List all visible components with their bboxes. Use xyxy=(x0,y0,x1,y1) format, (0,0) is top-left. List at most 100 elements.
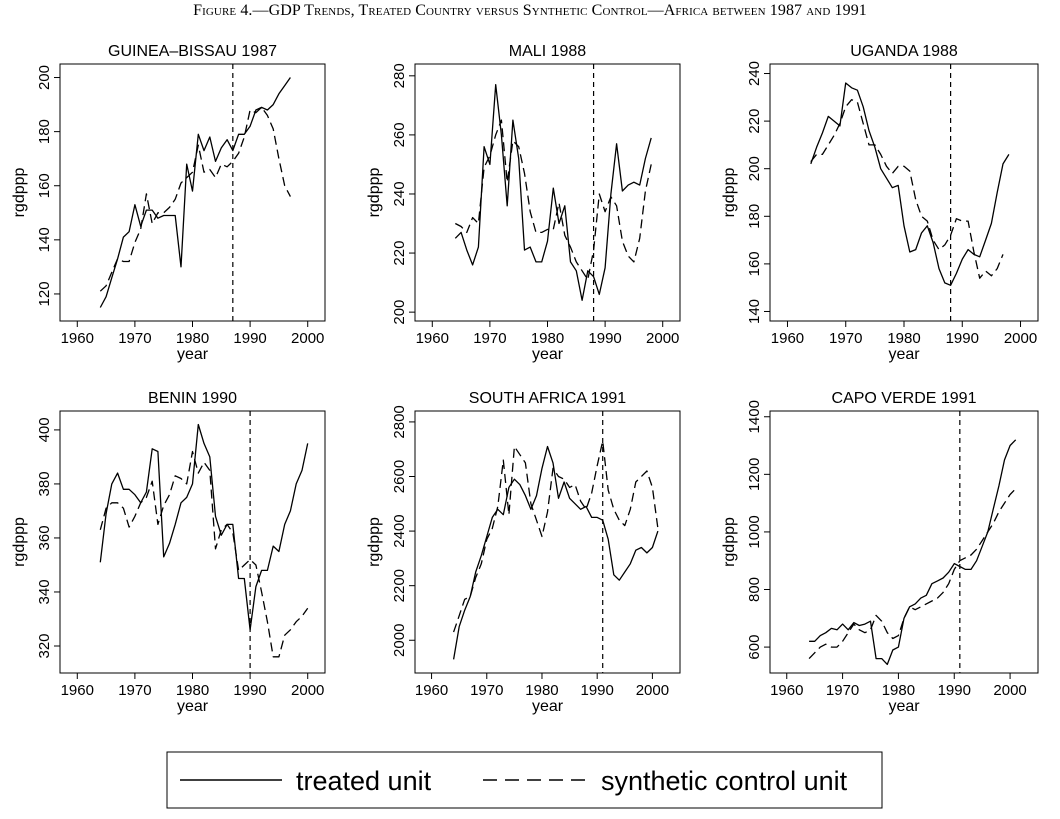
panel-2: MALI 1988 1960 1970 1980 1990 2000 200 220 240 26… xyxy=(366,43,681,363)
y-tick-label: 240 xyxy=(746,61,763,86)
panel-3: UGANDA 1988 1960 1970 1980 1990 2000 140 160 180… xyxy=(721,43,1039,363)
x-tick-label: 1960 xyxy=(416,330,449,347)
y-axis-label: rgdppp xyxy=(11,167,28,217)
panel-title: SOUTH AFRICA 1991 xyxy=(469,390,626,407)
x-tick-label: 1990 xyxy=(233,330,266,347)
x-tick-label: 1970 xyxy=(118,330,151,347)
x-tick-label: 1960 xyxy=(61,682,94,699)
y-tick-label: 160 xyxy=(36,173,53,198)
synthetic-series-line xyxy=(452,440,659,633)
x-tick-label: 2000 xyxy=(636,682,669,699)
panel-title: MALI 1988 xyxy=(509,43,586,60)
y-tick-label: 120 xyxy=(36,281,53,306)
x-axis-label: year xyxy=(177,346,209,363)
y-axis-label: rgdppp xyxy=(366,167,383,217)
y-tick-label: 2000 xyxy=(391,624,408,657)
y-tick-label: 360 xyxy=(36,525,53,550)
treated-series-line xyxy=(452,445,659,660)
x-tick-label: 1980 xyxy=(176,682,209,699)
y-tick-label: 400 xyxy=(36,417,53,442)
treated-series-line xyxy=(454,84,652,301)
panel-title: CAPO VERDE 1991 xyxy=(832,390,977,407)
synthetic-series-line xyxy=(810,99,1004,279)
x-axis-label: year xyxy=(888,346,920,363)
y-tick-label: 1200 xyxy=(746,458,763,491)
y-tick-label: 340 xyxy=(36,579,53,604)
x-tick-label: 2000 xyxy=(646,330,679,347)
synthetic-series-line xyxy=(99,106,291,292)
y-tick-label: 1400 xyxy=(746,400,763,433)
y-axis-label: rgdppp xyxy=(721,167,738,217)
x-tick-label: 1970 xyxy=(826,682,859,699)
legend-box xyxy=(166,751,883,809)
legend-synthetic-label: synthetic control unit xyxy=(601,766,848,796)
figure-caption: Figure 4.—GDP Trends, Treated Country ve… xyxy=(193,2,867,19)
y-axis-label: rgdppp xyxy=(366,517,383,567)
treated-series-line xyxy=(99,423,309,631)
y-tick-label: 220 xyxy=(746,109,763,134)
panel-title: BENIN 1990 xyxy=(148,390,237,407)
y-axis-label: rgdppp xyxy=(11,517,28,567)
x-tick-label: 2000 xyxy=(993,682,1026,699)
plot-frame xyxy=(769,410,1039,674)
x-tick-label: 1980 xyxy=(176,330,209,347)
x-tick-label: 1960 xyxy=(770,682,803,699)
panel-5: SOUTH AFRICA 1991 1960 1970 1980 1990 2000 200… xyxy=(366,390,681,715)
y-tick-label: 160 xyxy=(746,251,763,276)
panel-6: CAPO VERDE 1991 1960 1970 1980 1990 2000 600 80… xyxy=(721,390,1039,715)
y-tick-label: 280 xyxy=(391,63,408,88)
plot-frame xyxy=(59,410,326,674)
y-tick-label: 200 xyxy=(36,65,53,90)
x-tick-label: 2000 xyxy=(1004,330,1037,347)
x-tick-label: 1990 xyxy=(938,682,971,699)
plot-frame xyxy=(414,63,681,322)
x-tick-label: 1990 xyxy=(946,330,979,347)
x-tick-label: 2000 xyxy=(291,682,324,699)
y-tick-label: 600 xyxy=(746,635,763,660)
x-tick-label: 1970 xyxy=(473,330,506,347)
x-tick-label: 1990 xyxy=(588,330,621,347)
x-axis-label: year xyxy=(888,698,920,715)
y-tick-label: 260 xyxy=(391,122,408,147)
y-tick-label: 2800 xyxy=(391,405,408,438)
treated-series-line xyxy=(99,77,291,308)
y-tick-label: 1000 xyxy=(746,515,763,548)
legend: treated unit synthetic control unit xyxy=(166,751,883,809)
y-tick-label: 2400 xyxy=(391,514,408,547)
synthetic-series-line xyxy=(808,488,1017,660)
x-tick-label: 1980 xyxy=(525,682,558,699)
x-axis-label: year xyxy=(532,698,564,715)
y-tick-label: 240 xyxy=(391,181,408,206)
y-tick-label: 180 xyxy=(36,119,53,144)
y-tick-label: 320 xyxy=(36,633,53,658)
panel-1: GUINEA–BISSAU 1987 1960 1970 1980 1990 2000 12… xyxy=(11,43,326,363)
plot-frame xyxy=(59,63,326,322)
panel-4: BENIN 1990 1960 1970 1980 1990 2000 320 340 360 3… xyxy=(11,390,326,715)
treated-series-line xyxy=(810,82,1010,286)
y-tick-label: 380 xyxy=(36,471,53,496)
x-tick-label: 1990 xyxy=(581,682,614,699)
y-tick-label: 200 xyxy=(746,156,763,181)
y-tick-label: 200 xyxy=(391,300,408,325)
x-axis-label: year xyxy=(177,698,209,715)
y-tick-label: 140 xyxy=(36,227,53,252)
y-tick-label: 180 xyxy=(746,204,763,229)
legend-treated-label: treated unit xyxy=(296,766,432,796)
x-tick-label: 1960 xyxy=(61,330,94,347)
x-tick-label: 1980 xyxy=(531,330,564,347)
y-tick-label: 2600 xyxy=(391,460,408,493)
x-axis-label: year xyxy=(532,346,564,363)
x-tick-label: 1960 xyxy=(771,330,804,347)
y-tick-label: 140 xyxy=(746,299,763,324)
x-tick-label: 1980 xyxy=(887,330,920,347)
x-tick-label: 1970 xyxy=(118,682,151,699)
x-tick-label: 1970 xyxy=(470,682,503,699)
panel-title: UGANDA 1988 xyxy=(850,43,958,60)
synthetic-series-line xyxy=(99,450,309,658)
y-tick-label: 220 xyxy=(391,241,408,266)
x-tick-label: 1980 xyxy=(882,682,915,699)
y-axis-label: rgdppp xyxy=(721,517,738,567)
x-tick-label: 1990 xyxy=(233,682,266,699)
x-tick-label: 2000 xyxy=(291,330,324,347)
